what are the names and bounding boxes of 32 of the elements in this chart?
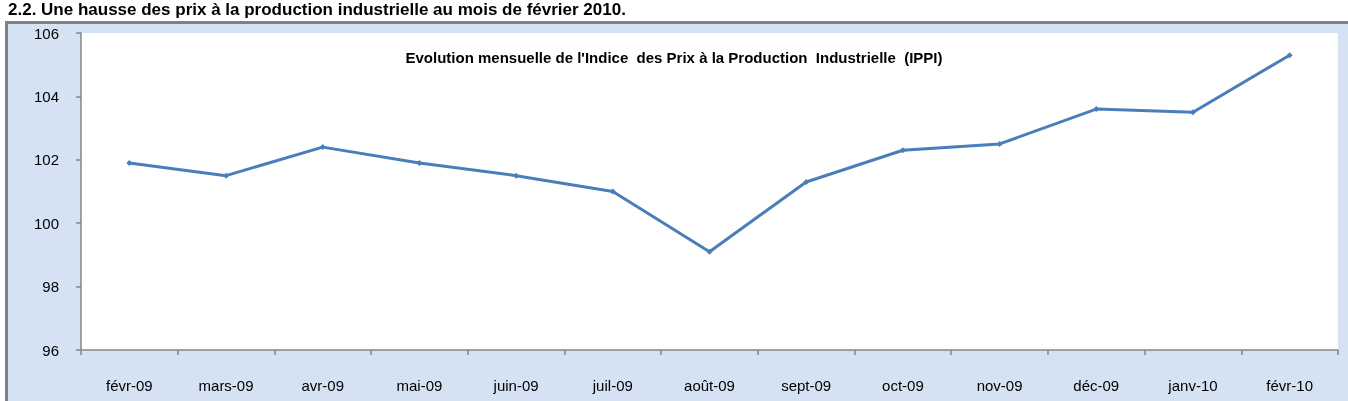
x-tick-label: août-09 (684, 377, 735, 394)
point (1286, 52, 1293, 59)
point (899, 147, 906, 154)
text: Evolution mensuelle de l'Indice des Prix à la Production Industrielle (IPPI) (405, 49, 943, 66)
y-tick-label: 104 (33, 87, 59, 105)
x-tick-label: févr-09 (106, 377, 153, 394)
x-tick-label: mars-09 (198, 377, 254, 394)
x-tick-label: oct-09 (882, 377, 924, 394)
y-tick-label: 100 (33, 214, 59, 232)
point (609, 188, 616, 195)
x-tick-label: déc-09 (1073, 377, 1120, 394)
y-tick-label: 98 (42, 278, 59, 296)
y-tick-label: 106 (33, 24, 59, 42)
y-tick-label: 96 (42, 341, 59, 359)
x-tick-label: juin-09 (492, 377, 539, 394)
x-tick-label: janv-10 (1167, 377, 1218, 394)
x-tick-label: juil-09 (591, 377, 633, 394)
chart-title: 2.2. Une hausse des prix à la production industrielle au mois de février 2010. (8, 0, 626, 20)
x-tick-label: nov-09 (976, 377, 1023, 394)
point (416, 159, 423, 166)
point (223, 172, 230, 179)
point (996, 140, 1003, 147)
point (803, 178, 810, 185)
point (319, 144, 326, 151)
y-tick-label: 102 (33, 151, 59, 169)
x-tick-label: avr-09 (301, 377, 344, 394)
x-tick-label: sept-09 (781, 377, 832, 394)
x-tick-label: févr-10 (1266, 377, 1313, 394)
point (513, 172, 520, 179)
point (706, 248, 713, 255)
point (126, 159, 133, 166)
x-tick-label: mai-09 (396, 377, 443, 394)
